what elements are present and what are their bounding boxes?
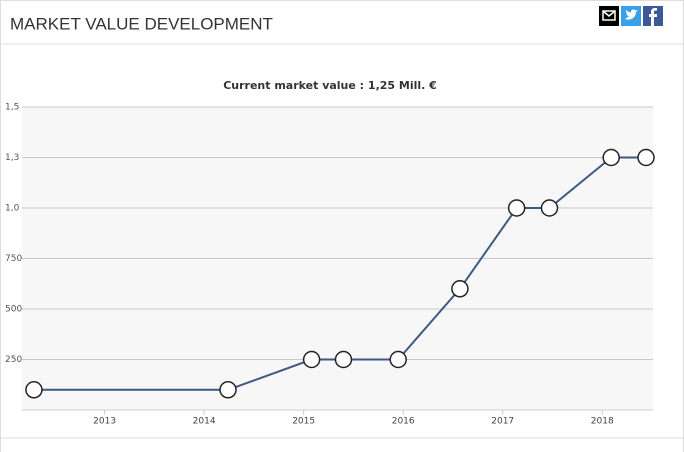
club-marker bbox=[637, 148, 655, 167]
chart-title: Current market value : 1,25 Mill. € bbox=[223, 79, 437, 92]
twitter-icon[interactable] bbox=[625, 9, 638, 20]
x-tick-label: 2018 bbox=[591, 417, 614, 427]
y-tick-label: 750 bbox=[5, 254, 22, 264]
club-marker bbox=[602, 148, 620, 167]
x-tick-label: 2017 bbox=[491, 417, 514, 427]
facebook-icon[interactable] bbox=[649, 8, 657, 26]
x-tick-label: 2014 bbox=[193, 417, 216, 427]
email-icon[interactable] bbox=[602, 10, 616, 21]
club-marker bbox=[25, 381, 43, 399]
y-tick-label: 1,3 bbox=[5, 153, 19, 163]
y-tick-label: 1,0 bbox=[5, 204, 20, 214]
x-tick-label: 2015 bbox=[292, 417, 315, 427]
y-tick-label: 250 bbox=[5, 355, 22, 365]
x-tick-label: 2013 bbox=[93, 417, 116, 427]
email-button[interactable] bbox=[599, 6, 619, 26]
club-marker bbox=[451, 280, 469, 298]
y-tick-label: 500 bbox=[5, 305, 22, 315]
twitter-button[interactable] bbox=[621, 6, 641, 26]
club-marker bbox=[389, 350, 407, 369]
header-title: MARKET VALUE DEVELOPMENT bbox=[10, 14, 273, 33]
club-marker bbox=[334, 350, 353, 369]
email-icon-flap[interactable] bbox=[602, 10, 616, 17]
value-line bbox=[33, 156, 647, 391]
club-marker bbox=[507, 199, 526, 217]
club-marker bbox=[219, 381, 237, 399]
club-marker bbox=[540, 199, 559, 217]
facebook-button[interactable] bbox=[643, 6, 663, 26]
y-tick-label: 1,5 bbox=[5, 103, 19, 113]
club-marker bbox=[302, 350, 321, 369]
x-tick-label: 2016 bbox=[392, 417, 415, 427]
